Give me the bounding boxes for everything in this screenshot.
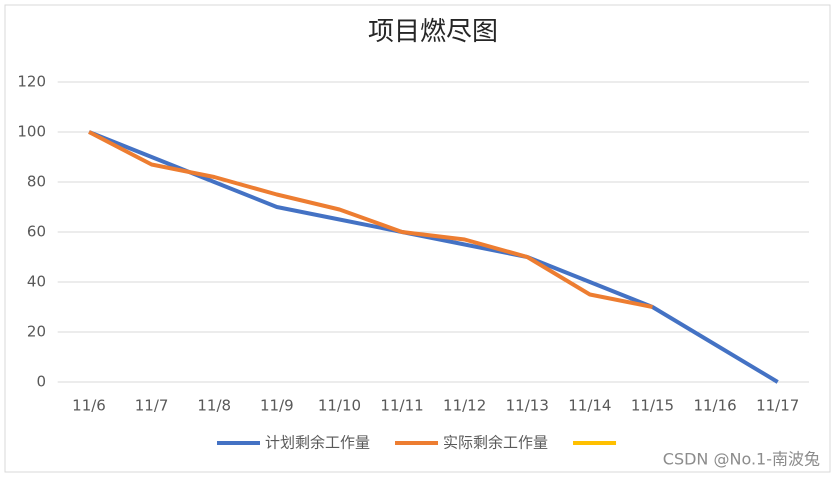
x-tick-label: 11/16 bbox=[693, 397, 736, 415]
x-tick-label: 11/14 bbox=[568, 397, 611, 415]
x-tick-label: 11/8 bbox=[197, 397, 231, 415]
y-tick-label: 20 bbox=[27, 323, 46, 341]
chart-title: 项目燃尽图 bbox=[368, 17, 498, 47]
legend-label: 实际剩余工作量 bbox=[443, 434, 548, 452]
x-tick-label: 11/6 bbox=[72, 397, 106, 415]
legend-label: 计划剩余工作量 bbox=[265, 434, 370, 452]
series-line bbox=[88, 130, 653, 309]
x-tick-label: 11/12 bbox=[443, 397, 486, 415]
y-tick-label: 120 bbox=[17, 73, 46, 91]
y-tick-label: 0 bbox=[36, 373, 46, 391]
x-tick-label: 11/13 bbox=[506, 397, 549, 415]
x-tick-label: 11/15 bbox=[631, 397, 674, 415]
x-tick-label: 11/17 bbox=[756, 397, 799, 415]
y-tick-label: 80 bbox=[27, 173, 46, 191]
watermark: CSDN @No.1-南波兔 bbox=[663, 450, 820, 469]
x-tick-label: 11/10 bbox=[318, 397, 361, 415]
chart-border bbox=[4, 4, 831, 473]
x-tick-label: 11/7 bbox=[135, 397, 169, 415]
x-tick-label: 11/11 bbox=[380, 397, 423, 415]
y-tick-label: 100 bbox=[17, 123, 46, 141]
y-tick-label: 60 bbox=[27, 223, 46, 241]
series-line bbox=[88, 130, 779, 384]
x-tick-label: 11/9 bbox=[260, 397, 294, 415]
y-tick-label: 40 bbox=[27, 273, 46, 291]
